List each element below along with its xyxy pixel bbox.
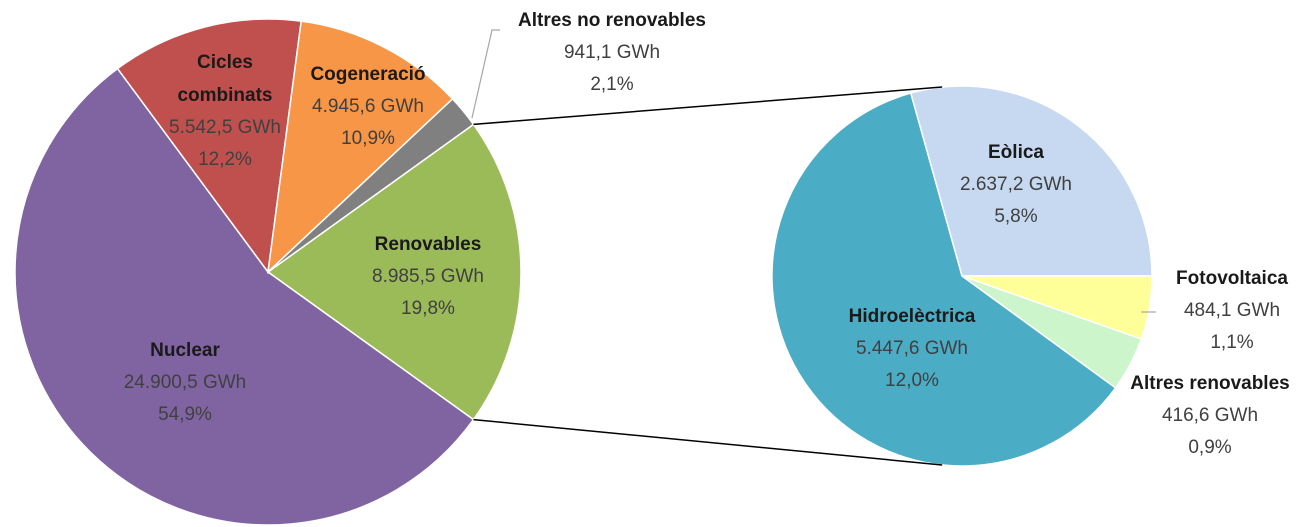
slice-value: 4.945,6 GWh	[312, 96, 424, 117]
slice-label: Nuclear 24.900,5 GWh 54,9%	[124, 334, 247, 431]
slice-percent: 0,9%	[1188, 437, 1232, 458]
slice-name: Altres no renovables	[518, 10, 706, 31]
slice-name: Nuclear	[150, 340, 220, 361]
pie-slice	[266, 20, 454, 274]
slice-percent: 54,9%	[158, 404, 212, 425]
connector-line	[473, 86, 943, 126]
slice-percent: 5,8%	[994, 206, 1038, 227]
slice-percent: 12,0%	[885, 370, 939, 391]
slice-value: 5.542,5 GWh	[169, 117, 281, 138]
pie-slice	[267, 97, 475, 273]
leader-line	[471, 29, 500, 119]
pie-slice	[909, 85, 1153, 277]
pie-slice	[116, 18, 303, 274]
slice-name: Fotovoltaica	[1176, 268, 1288, 289]
slice-label: Eòlica 2.637,2 GWh 5,8%	[960, 136, 1072, 233]
slice-percent: 1,1%	[1210, 332, 1254, 353]
slice-value: 8.985,5 GWh	[372, 266, 484, 287]
slice-label: Altres renovables 416,6 GWh 0,9%	[1130, 367, 1289, 464]
slice-value: 941,1 GWh	[563, 42, 661, 63]
slice-percent: 2,1%	[590, 74, 634, 95]
slice-name: Cogeneració	[310, 64, 426, 85]
slice-label: Altres no renovables 941,1 GWh 2,1%	[518, 4, 706, 101]
slice-value: 484,1 GWh	[1183, 300, 1281, 321]
slice-value: 5.447,6 GWh	[856, 338, 968, 359]
slice-name: Cicles combinats	[177, 52, 273, 106]
slice-name: Hidroelèctrica	[848, 306, 976, 327]
slice-name: Renovables	[374, 234, 482, 255]
slice-name: Eòlica	[988, 142, 1044, 163]
slice-value: 24.900,5 GWh	[123, 372, 247, 393]
slice-value: 2.637,2 GWh	[960, 174, 1072, 195]
slice-percent: 12,2%	[198, 149, 252, 170]
pie-slice	[771, 92, 1117, 467]
slice-label: Cogeneració 4.945,6 GWh 10,9%	[310, 58, 425, 155]
pie-slice	[14, 67, 475, 526]
slice-percent: 19,8%	[401, 298, 455, 319]
connector-line	[473, 418, 943, 466]
slice-value: 416,6 GWh	[1161, 405, 1259, 426]
slice-label: Renovables 8.985,5 GWh 19,8%	[372, 228, 484, 325]
slice-label: Hidroelèctrica 5.447,6 GWh 12,0%	[849, 300, 976, 397]
slice-percent: 10,9%	[341, 128, 395, 149]
slice-label: Cicles combinats 5.542,5 GWh 12,2%	[160, 46, 290, 176]
slice-name: Altres renovables	[1130, 373, 1290, 394]
pie-slice	[266, 123, 522, 421]
slice-label: Fotovoltaica 484,1 GWh 1,1%	[1176, 262, 1288, 359]
